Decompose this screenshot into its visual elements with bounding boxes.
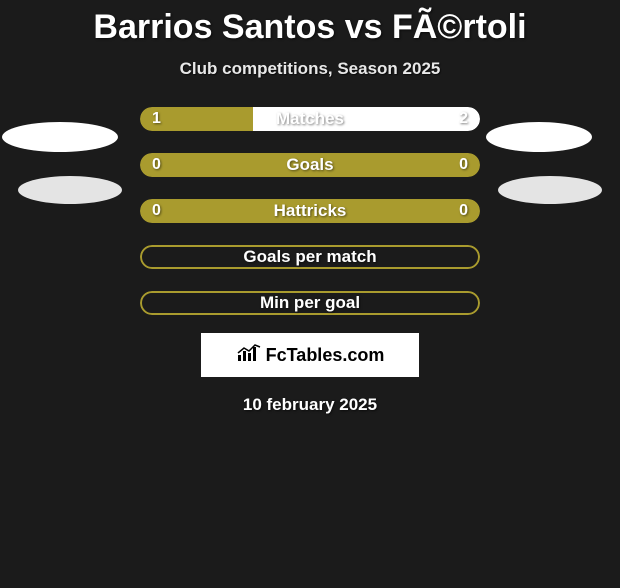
player-right-ellipse-bottom	[498, 176, 602, 204]
stat-value-left: 1	[152, 107, 161, 131]
stat-row: Goals per match	[140, 245, 480, 269]
page-title: Barrios Santos vs FÃ©rtoli	[0, 8, 620, 47]
stat-value-left: 0	[152, 153, 161, 177]
stat-label: Goals per match	[140, 245, 480, 269]
chart-icon	[236, 343, 262, 368]
stats-container: Matches12Goals00Hattricks00Goals per mat…	[0, 107, 620, 315]
stat-row: Hattricks0 0	[140, 199, 480, 223]
stat-value-left: 0	[152, 199, 161, 223]
stat-value-right: 0	[459, 153, 468, 177]
stat-value-right: 0	[459, 199, 468, 223]
player-left-ellipse-top	[2, 122, 118, 152]
stat-row: Min per goal	[140, 291, 480, 315]
stat-label: Goals	[140, 153, 480, 177]
stat-row: Matches1 2	[140, 107, 480, 131]
date-line: 10 february 2025	[0, 395, 620, 415]
stat-label: Matches	[140, 107, 480, 131]
stat-row: Goals0 0	[140, 153, 480, 177]
stat-value-right: 2	[459, 107, 468, 131]
stat-label: Min per goal	[140, 291, 480, 315]
logo-box: FcTables.com	[201, 333, 419, 377]
page-subtitle: Club competitions, Season 2025	[0, 59, 620, 79]
logo-text: FcTables.com	[266, 345, 385, 366]
player-right-ellipse-top	[486, 122, 592, 152]
stat-label: Hattricks	[140, 199, 480, 223]
player-left-ellipse-bottom	[18, 176, 122, 204]
